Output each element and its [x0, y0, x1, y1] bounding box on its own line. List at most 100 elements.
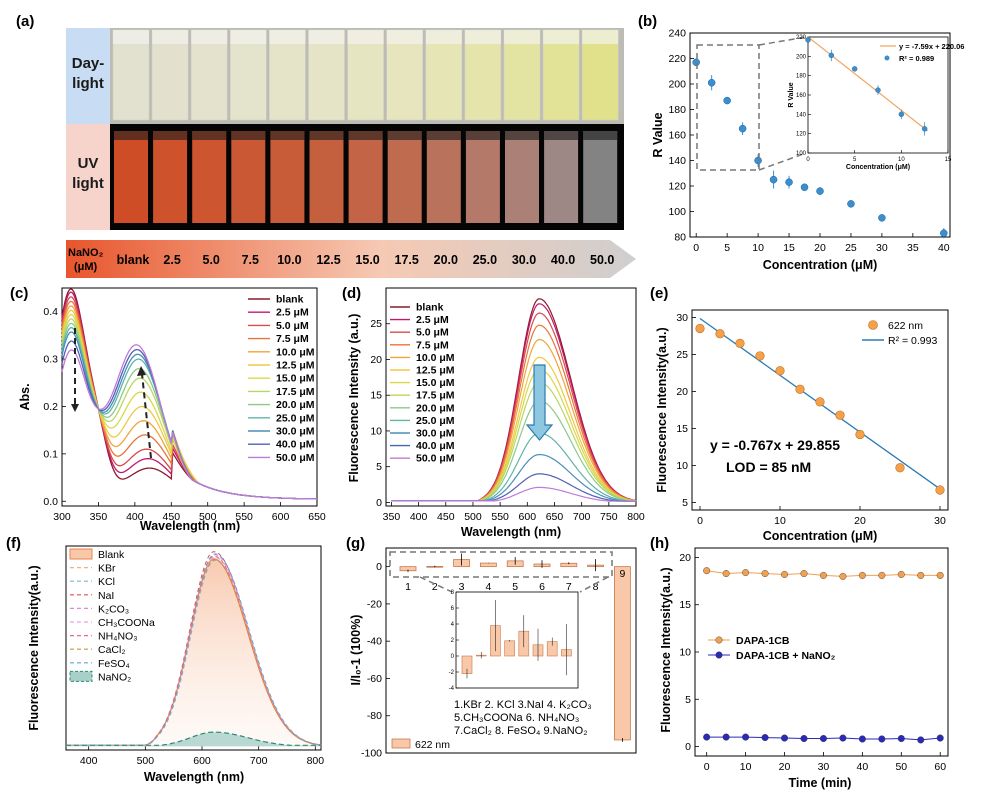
inset-fit-label: y = -7.59x + 220.06 [899, 42, 964, 51]
x-tick-label: 350 [90, 511, 108, 523]
x-tick-label: 40 [857, 761, 869, 773]
zoom-connector-bottom [758, 152, 807, 171]
nitrite-area [66, 732, 321, 747]
x-axis-title: Concentration (μM) [763, 529, 878, 543]
y-axis-title: Fluorescence Intensity(a.u.) [659, 567, 673, 732]
y-tick-label: 10 [679, 647, 691, 659]
inset-y-tick-label: 4 [451, 622, 455, 628]
x-tick-label: 650 [546, 511, 564, 523]
inset-y-tick-label: 2 [451, 638, 455, 644]
data-point [738, 124, 747, 133]
x-axis-title: Wavelength (nm) [461, 525, 561, 539]
fit-equation: y = -0.767x + 29.855 [710, 437, 840, 453]
inset-x-tick-label: 15 [945, 157, 952, 163]
concentration-label: 2.5 [163, 253, 180, 267]
inset-y-tick-label: 220 [796, 35, 807, 41]
axes: 0 5 10 15 20 25 30 35 40801001201401601802002202… [668, 28, 949, 255]
x-tick-label: 15 [783, 242, 795, 254]
concentration-label: 40.0 [551, 253, 575, 267]
data-point [839, 572, 847, 580]
legend-fit-label: R² = 0.993 [888, 335, 937, 347]
data-point [707, 78, 716, 87]
data-point [800, 570, 808, 578]
spectra-lines [66, 551, 322, 747]
x-tick-label: 450 [163, 511, 181, 523]
concentration-label: 10.0 [277, 253, 301, 267]
inset-x-tick-label: 5 [853, 157, 857, 163]
bar-category-label: 4 [485, 581, 491, 593]
bar-category-label: 8 [593, 581, 599, 593]
lod-label: LOD = 85 nM [726, 459, 811, 475]
data-point [775, 366, 785, 376]
legend-label: 50.0 μM [276, 452, 315, 464]
inset-x-axis-title: Concentration (μM) [846, 164, 910, 171]
uv-vial [153, 131, 188, 223]
panel-label-h: (h) [650, 535, 669, 552]
plot-frame [691, 309, 949, 511]
bar-category-label: 6 [539, 581, 545, 593]
daylight-vial-cap [464, 30, 501, 44]
x-tick-label: 600 [272, 511, 290, 523]
legend-label: 2.5 μM [276, 307, 309, 319]
x-tick-label: 550 [491, 511, 509, 523]
daylight-vial-cap [230, 30, 267, 44]
legend-swatch [69, 548, 93, 560]
y-tick-label: 0.0 [43, 496, 58, 508]
fluorescence-spectra-chart: 350 400 450 500 550 600 650 700 750 800 0 5 10 15 20 25… [347, 287, 645, 539]
x-tick-label: 20 [779, 761, 791, 773]
y-tick-label: 10 [676, 460, 688, 472]
y-tick-label: 240 [668, 28, 686, 40]
data-point [917, 736, 925, 744]
legend-label: 7.5 μM [416, 339, 449, 351]
data-point [722, 733, 730, 741]
inset-y-tick-label: 140 [796, 112, 807, 118]
data-point [769, 175, 778, 184]
x-tick-label: 600 [193, 755, 211, 767]
daylight-vial [581, 29, 619, 121]
data-point [761, 734, 769, 742]
data-point [858, 735, 866, 743]
inset-data-point [828, 52, 835, 59]
y-axis-title: Fluorescence Intensity (a.u.) [347, 314, 361, 483]
concentration-labels: blank 2.5 5.0 7.5 10.0 12.5 15.0 17.5 20.0 25.0 30… [117, 253, 615, 267]
data-point [695, 323, 705, 334]
inset-data-point [851, 66, 858, 72]
y-tick-label: 20 [370, 354, 382, 366]
panel-label-f: (f) [6, 535, 21, 552]
inset-y-tick-label: 6 [451, 606, 455, 612]
spectrum-line [61, 344, 317, 500]
legend-label: 30.0 μM [416, 428, 455, 440]
y-tick-label: -20 [367, 598, 382, 610]
uv-vial [309, 131, 344, 223]
x-axis-title: Time (min) [789, 776, 852, 790]
plot-frame [385, 287, 637, 507]
daylight-vial [347, 29, 384, 121]
plot-frame [61, 287, 318, 507]
y-tick-label: 5 [682, 497, 688, 509]
daylight-label-box [66, 28, 110, 124]
axes: 300 350 400 450 500 550 600 650 0.0 0.1 0.2 0.3 0.4 [43, 306, 326, 523]
x-tick-label: 30 [818, 761, 830, 773]
data-point [735, 338, 745, 348]
uv-vial-meniscus [505, 131, 539, 140]
spectra-lines [391, 298, 637, 502]
legend-label: 20.0 μM [416, 402, 455, 414]
data-point [723, 96, 731, 105]
data-point [755, 351, 765, 361]
x-tick-label: 30 [934, 515, 946, 527]
data-point [722, 570, 730, 578]
x-tick-label: 800 [307, 755, 325, 767]
data-point [715, 329, 725, 339]
daylight-vial-cap [191, 30, 228, 44]
legend-label: 50.0 μM [416, 453, 455, 465]
y-tick-label: 15 [679, 599, 691, 611]
y-tick-label: 20 [679, 552, 691, 564]
legend-label: 20.0 μM [276, 399, 315, 411]
data-point [936, 734, 944, 742]
daylight-vial [464, 29, 502, 121]
legend-label: K₂CO₃ [98, 603, 129, 615]
y-tick-label: 120 [668, 181, 686, 193]
y-tick-label: -60 [367, 673, 382, 685]
legend-label: 12.5 μM [416, 365, 455, 377]
inset-x-tick-label: 0 [806, 157, 810, 163]
